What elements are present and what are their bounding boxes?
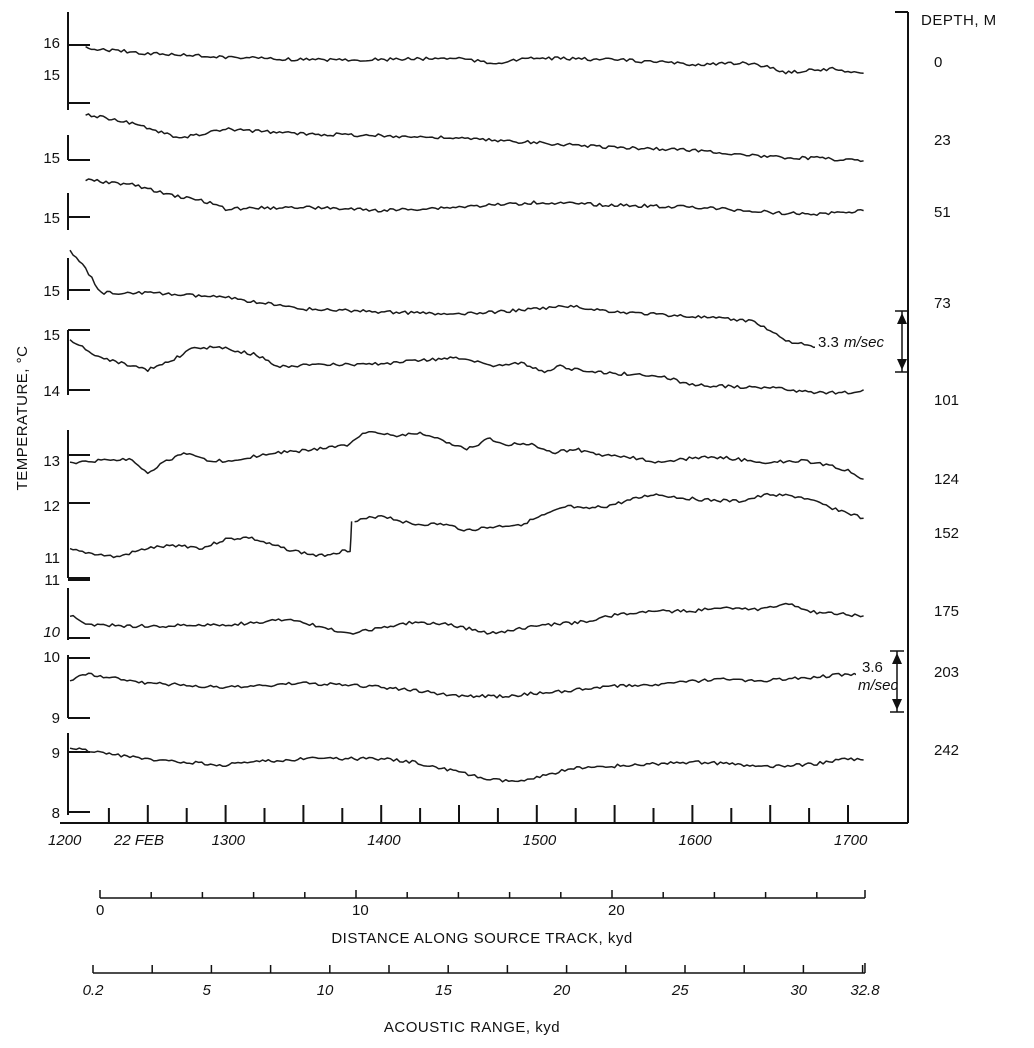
range-tick-label-0.2: 0.2: [83, 982, 105, 999]
time-tick-label-1600: 1600: [678, 832, 712, 849]
trace-depth-203: [69, 672, 864, 699]
scale-bar-1-value: 3.3: [818, 334, 839, 351]
range-axis: ACOUSTIC RANGE, kyd 0.2 5 10 15 20 25 30 32.8: [83, 963, 880, 1036]
temp-tick-label-8: 12: [43, 498, 60, 515]
depth-label-101: 101: [934, 392, 959, 409]
temp-tick-label-3: 15: [43, 210, 60, 227]
range-tick-label-15: 15: [435, 982, 452, 999]
trace-depth-152-a: [69, 521, 353, 559]
depth-label-124: 124: [934, 471, 959, 488]
time-tick-label-1200: 1200: [48, 832, 82, 849]
time-tick-label-1500: 1500: [523, 832, 557, 849]
trace-depth-124: [69, 430, 864, 480]
temp-tick-label-4: 15: [43, 283, 60, 300]
distance-tick-label-20: 20: [608, 902, 625, 919]
scale-bar-2-value: 3.6: [862, 659, 883, 676]
time-axis: 1200 1300 1400 1500 1600 1700: [48, 805, 868, 849]
depth-title: DEPTH, M: [921, 12, 997, 29]
trace-depth-51: [85, 178, 864, 217]
depth-label-242: 242: [934, 742, 959, 759]
depth-labels: 0 23 51 73 101 124 152 175 203 242: [934, 54, 959, 759]
date-label: 22 FEB: [113, 832, 164, 849]
temp-tick-label-13: 9: [52, 710, 60, 727]
range-tick-label-10: 10: [317, 982, 334, 999]
distance-tick-label-10: 10: [352, 902, 369, 919]
temp-tick-label-6: 14: [43, 383, 60, 400]
range-tick-label-25: 25: [671, 982, 689, 999]
range-axis-title: ACOUSTIC RANGE, kyd: [384, 1019, 560, 1036]
y-axis-title: TEMPERATURE, °C: [14, 346, 31, 491]
temp-tick-label-1: 15: [43, 67, 60, 84]
temp-tick-label-0: 16: [43, 35, 60, 52]
temp-tick-label-14: 9: [52, 745, 60, 762]
depth-label-203: 203: [934, 664, 959, 681]
trace-depth-101: [69, 339, 864, 395]
temperature-axis: 16 15 15 15 15 15 14 13 12 11 11 10 10 9 9 8: [43, 12, 90, 822]
range-tick-label-32.8: 32.8: [850, 982, 880, 999]
temp-tick-label-7: 13: [43, 453, 60, 470]
distance-tick-label-0: 0: [96, 902, 104, 919]
time-tick-label-1400: 1400: [367, 832, 401, 849]
depth-label-152: 152: [934, 525, 959, 542]
temp-tick-label-5: 15: [43, 327, 60, 344]
depth-label-51: 51: [934, 204, 951, 221]
trace-depth-23: [85, 113, 864, 163]
depth-label-0: 0: [934, 54, 942, 71]
depth-label-73: 73: [934, 295, 951, 312]
distance-axis-title: DISTANCE ALONG SOURCE TRACK, kyd: [331, 930, 632, 947]
trace-depth-175: [69, 602, 864, 635]
scale-bar-2-unit: m/sec: [858, 677, 899, 694]
time-tick-label-1300: 1300: [212, 832, 246, 849]
temp-tick-label-2: 15: [43, 150, 60, 167]
temperature-traces: [69, 45, 865, 783]
trace-depth-242: [69, 747, 864, 783]
scale-bar-3-3: 3.3 m/sec: [815, 310, 909, 373]
distance-axis: DISTANCE ALONG SOURCE TRACK, kyd 0 10 20: [96, 890, 866, 947]
time-tick-label-1700: 1700: [834, 832, 868, 849]
range-tick-label-5: 5: [202, 982, 211, 999]
range-tick-label-30: 30: [790, 982, 807, 999]
temp-tick-label-9: 11: [44, 550, 60, 567]
trace-depth-152-b: [354, 492, 864, 532]
depth-label-175: 175: [934, 603, 959, 620]
depth-label-23: 23: [934, 132, 951, 149]
temp-tick-label-15: 8: [52, 805, 60, 822]
temp-tick-label-10: 11: [44, 572, 60, 589]
scale-bar-1-unit: m/sec: [844, 334, 885, 351]
trace-depth-0: [85, 45, 864, 75]
range-tick-label-20: 20: [553, 982, 571, 999]
temp-tick-label-12: 10: [43, 649, 60, 666]
scale-bar-3-6: 3.6 m/sec: [856, 650, 904, 713]
trace-depth-73: [69, 249, 865, 351]
temp-tick-label-11: 10: [43, 624, 60, 641]
